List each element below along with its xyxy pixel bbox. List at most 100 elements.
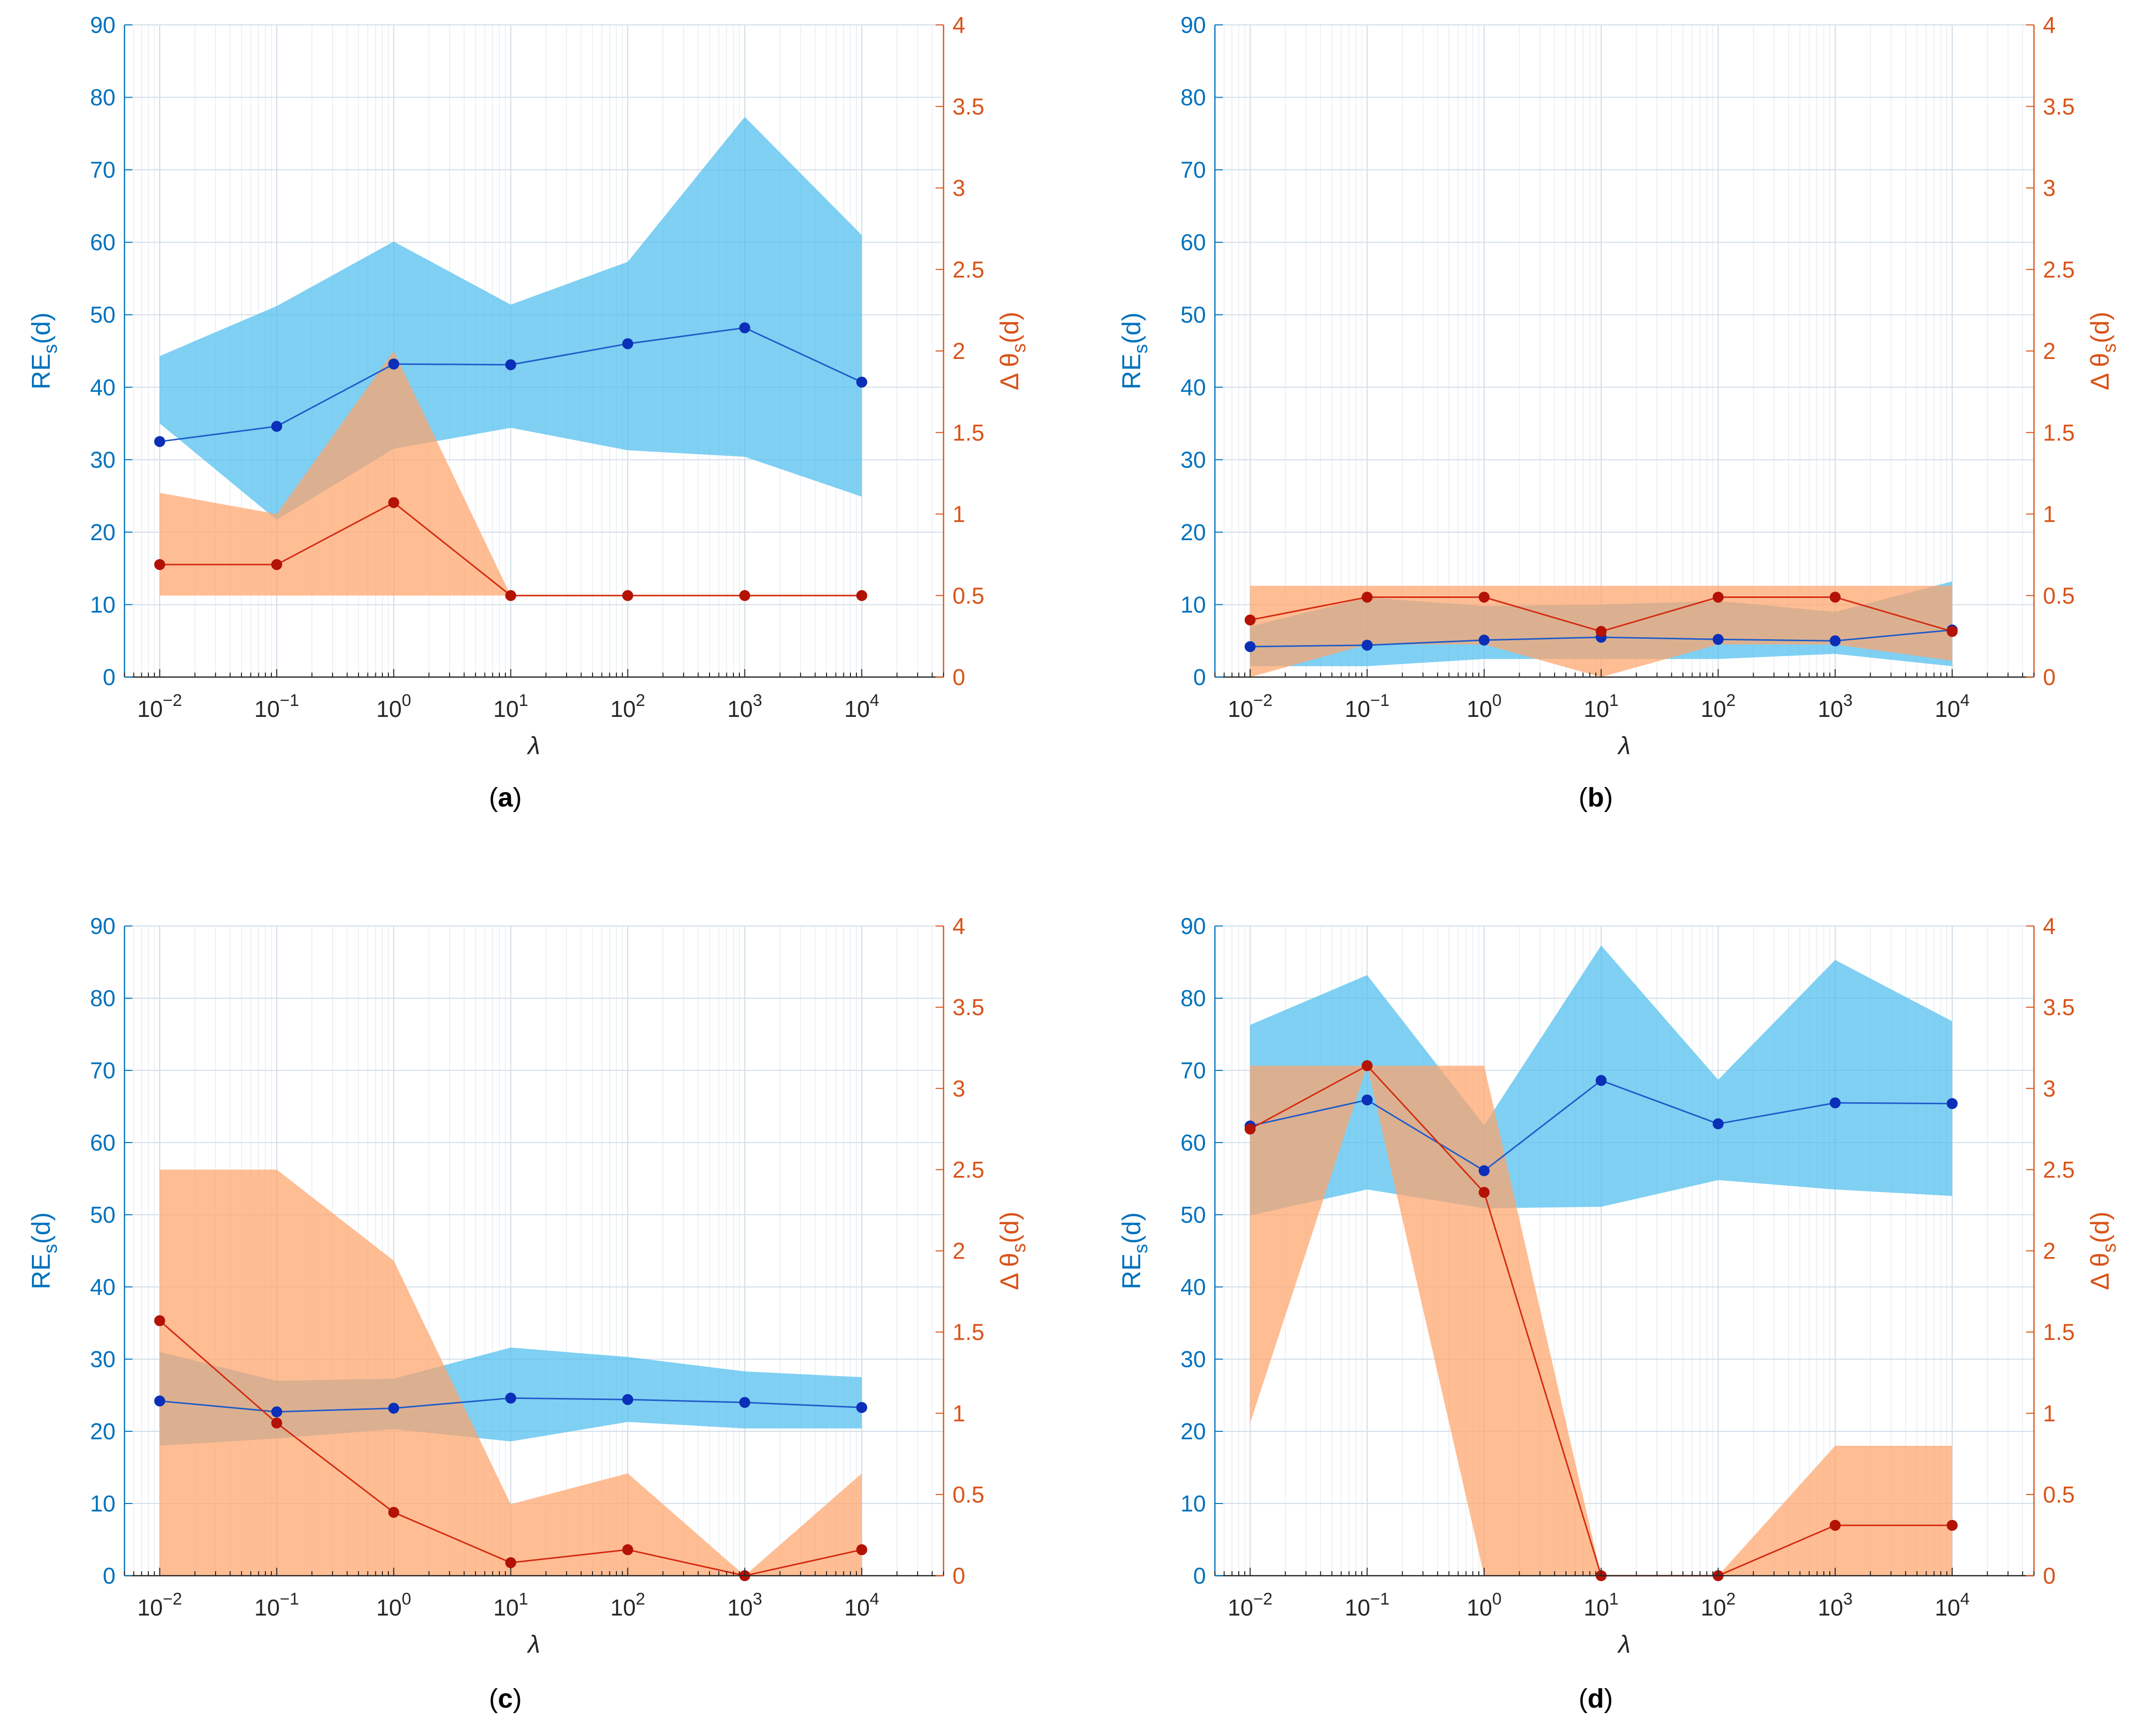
point-a-theta	[154, 559, 165, 571]
point-b-re	[1244, 641, 1256, 652]
left-tick-label: 30	[90, 1346, 116, 1372]
point-d-theta	[1244, 1123, 1256, 1135]
left-tick-label: 90	[90, 913, 116, 939]
right-tick-label: 2.5	[953, 1157, 984, 1182]
point-c-re	[505, 1392, 516, 1404]
right-axis-label: Δ θs(d)	[995, 1212, 1030, 1290]
right-tick-label: 4	[2043, 12, 2056, 38]
right-tick-label: 3	[2043, 175, 2056, 201]
right-tick-label: 1.5	[2043, 1319, 2075, 1345]
point-a-re	[739, 322, 750, 334]
x-tick-label: 104	[844, 1590, 879, 1620]
left-tick-label: 20	[1181, 1418, 1206, 1444]
right-tick-label: 3	[953, 1075, 965, 1101]
point-c-re	[622, 1394, 633, 1405]
point-b-theta	[1478, 591, 1490, 603]
point-c-theta	[388, 1506, 399, 1518]
left-tick-label: 70	[1181, 157, 1206, 183]
left-tick-label: 50	[1181, 1202, 1206, 1228]
x-tick-label: 102	[610, 1590, 645, 1620]
point-a-re	[271, 421, 282, 432]
x-tick-label: 10−2	[1228, 691, 1273, 722]
point-a-re	[388, 358, 399, 370]
right-tick-label: 3.5	[2043, 994, 2075, 1020]
right-tick-label: 3.5	[2043, 94, 2075, 119]
x-tick-label: 10−1	[254, 691, 299, 722]
left-tick-label: 80	[1181, 85, 1206, 111]
left-tick-label: 0	[1193, 664, 1206, 690]
x-tick-label: 101	[1584, 691, 1619, 722]
point-d-theta	[1829, 1519, 1841, 1531]
point-d-re	[1361, 1094, 1373, 1106]
right-tick-label: 4	[2043, 913, 2056, 939]
left-tick-label: 40	[1181, 1274, 1206, 1300]
left-tick-label: 0	[103, 664, 116, 690]
left-tick-label: 70	[1181, 1057, 1206, 1083]
panel-label-b: (b)	[1579, 783, 1613, 812]
right-tick-label: 0	[953, 664, 965, 690]
point-c-theta	[622, 1544, 633, 1555]
right-tick-label: 1	[2043, 1400, 2056, 1426]
axes: 0 10 20 30 40 50 60 70 80 90 0 0.5 1 1.5 2 2.5 3 3.5 4 10−2…	[27, 12, 1030, 760]
right-tick-label: 1	[953, 501, 965, 527]
right-tick-label: 0	[2043, 1563, 2056, 1589]
right-tick-label: 1	[953, 1400, 965, 1426]
left-axis-label: REs(d)	[1117, 313, 1152, 390]
point-d-theta	[1946, 1519, 1958, 1531]
right-tick-label: 2	[953, 338, 965, 364]
x-axis-label: λ	[1617, 1630, 1631, 1658]
left-tick-label: 60	[90, 230, 116, 255]
left-tick-label: 20	[90, 1418, 116, 1444]
point-b-re	[1829, 635, 1841, 647]
x-tick-label: 101	[493, 691, 528, 722]
point-a-re	[622, 338, 633, 349]
x-tick-label: 10−2	[1228, 1590, 1273, 1620]
x-tick-label: 100	[376, 691, 411, 722]
right-tick-label: 1.5	[2043, 420, 2075, 446]
point-a-re	[505, 359, 516, 370]
right-tick-label: 3.5	[953, 94, 984, 119]
x-tick-label: 101	[1584, 1590, 1619, 1620]
x-axis-label: λ	[526, 732, 540, 760]
left-tick-label: 40	[1181, 374, 1206, 400]
left-tick-label: 80	[90, 985, 116, 1011]
left-axis-label: REs(d)	[27, 313, 61, 390]
point-d-re	[1829, 1097, 1841, 1109]
x-tick-label: 103	[727, 691, 762, 722]
right-tick-label: 0.5	[2043, 582, 2075, 608]
point-a-theta	[388, 497, 399, 508]
left-tick-label: 40	[90, 1274, 116, 1300]
left-tick-label: 90	[1181, 12, 1206, 38]
right-tick-label: 3	[2043, 1075, 2056, 1101]
left-tick-label: 60	[1181, 1130, 1206, 1156]
x-tick-label: 102	[610, 691, 645, 722]
left-tick-label: 20	[1181, 519, 1206, 545]
axes: 0 10 20 30 40 50 60 70 80 90 0 0.5 1 1.5 2 2.5 3 3.5 4 10−2…	[27, 913, 1030, 1658]
point-d-theta	[1478, 1187, 1490, 1198]
left-tick-label: 50	[90, 302, 116, 328]
band-a-re	[159, 116, 862, 520]
point-c-re	[739, 1397, 750, 1408]
point-a-re	[154, 436, 165, 447]
left-tick-label: 30	[1181, 1346, 1206, 1372]
right-tick-label: 2	[953, 1238, 965, 1264]
left-tick-label: 70	[90, 157, 116, 183]
x-tick-label: 10−2	[137, 691, 182, 722]
right-tick-label: 0	[2043, 664, 2056, 690]
x-tick-label: 100	[1467, 691, 1502, 722]
right-tick-label: 2.5	[953, 256, 984, 282]
left-tick-label: 90	[90, 12, 116, 38]
right-axis-label: Δ θs(d)	[2086, 312, 2120, 390]
left-tick-label: 30	[90, 447, 116, 472]
point-c-re	[271, 1406, 282, 1417]
point-c-theta	[271, 1417, 282, 1429]
band-d-theta	[1250, 1065, 1952, 1576]
point-d-re	[1712, 1118, 1724, 1130]
point-a-theta	[739, 590, 750, 601]
left-tick-label: 30	[1181, 447, 1206, 472]
x-tick-label: 104	[844, 691, 879, 722]
x-tick-label: 104	[1935, 1590, 1970, 1620]
axes: 0 10 20 30 40 50 60 70 80 90 0 0.5 1 1.5 2 2.5 3 3.5 4 10−2…	[1117, 12, 2120, 760]
